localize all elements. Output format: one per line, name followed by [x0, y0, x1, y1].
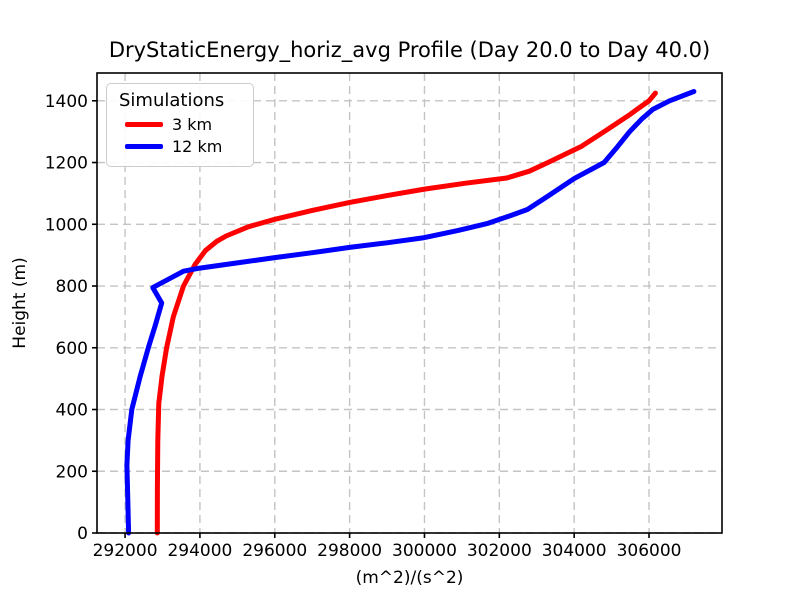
y-axis: 0 200 400 600 800 1000 1200 1400 [45, 92, 97, 544]
legend-label: 3 km [172, 115, 213, 134]
legend-item-3km: 3 km [125, 115, 243, 134]
y-tick-label: 800 [56, 277, 88, 297]
x-axis: 292000 294000 296000 298000 300000 302000 3040… [93, 533, 682, 561]
legend: Simulations 3 km 12 km [106, 83, 254, 167]
y-tick-label: 0 [77, 524, 88, 544]
x-tick-label: 298000 [317, 541, 382, 561]
x-tick-label: 294000 [167, 541, 232, 561]
legend-label: 12 km [172, 137, 223, 156]
series-line-12km [124, 89, 697, 536]
series-group [124, 89, 697, 536]
legend-title: Simulations [119, 90, 225, 111]
y-tick-label: 400 [56, 401, 88, 421]
x-axis-label: (m^2)/(s^2) [356, 568, 464, 588]
y-tick-label: 1200 [45, 154, 88, 174]
x-tick-label: 292000 [93, 541, 158, 561]
x-tick-label: 304000 [542, 541, 607, 561]
x-tick-label: 300000 [392, 541, 457, 561]
axes-frame [96, 72, 723, 534]
y-tick-label: 200 [56, 462, 88, 482]
legend-line-swatch-blue [125, 144, 163, 149]
x-tick-label: 302000 [467, 541, 532, 561]
legend-line-swatch-red [125, 122, 163, 127]
x-tick-label: 306000 [617, 541, 682, 561]
series-line-3km [154, 90, 658, 536]
y-tick-label: 1000 [45, 215, 88, 235]
chart-title: DryStaticEnergy_horiz_avg Profile (Day 2… [108, 38, 711, 62]
legend-item-12km: 12 km [125, 137, 243, 156]
y-axis-label: Height (m) [10, 257, 30, 348]
x-tick-label: 296000 [242, 541, 307, 561]
y-tick-label: 600 [56, 339, 88, 359]
y-tick-label: 1400 [45, 92, 88, 112]
